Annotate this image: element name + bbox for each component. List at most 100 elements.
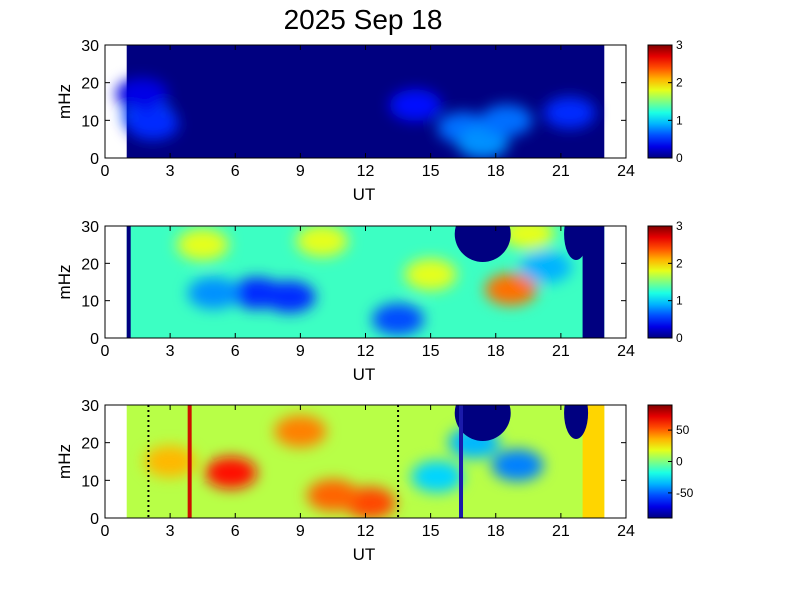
panel-3-xlabel: UT [353,545,376,564]
heatmap-feature-10 [519,251,572,284]
y-tick-label: 10 [81,294,99,311]
masked-region-notch [454,226,511,262]
colorbar-scale [647,44,673,159]
heatmap-feature-7 [491,449,544,482]
colorbar-tick-label: -50 [676,486,694,500]
colorbar-tick-label: 0 [676,331,683,345]
colorbar-tick-label: 1 [676,294,683,308]
heatmap-feature-2 [263,280,316,313]
x-tick-label: 3 [166,343,175,360]
heatmap-feature-2 [126,108,179,141]
heatmap-feature-1 [204,456,257,489]
y-tick-label: 30 [81,38,99,55]
panel-3-plot-area [105,405,626,518]
colorbar-tick-label: 3 [676,219,683,233]
masked-region-notch-2 [564,405,589,439]
x-tick-label: 21 [552,163,570,180]
heatmap-feature-3 [187,277,240,310]
x-tick-label: 6 [231,163,240,180]
masked-region-right [582,405,605,518]
x-tick-label: 12 [357,523,375,540]
heatmap-feature-8 [543,96,596,129]
colorbar-scale [647,225,673,339]
panel-1-xlabel: UT [353,185,376,204]
colorbar-tick-label: 2 [676,256,683,270]
heatmap-feature-9 [502,226,555,250]
heatmap-feature-3 [306,479,359,512]
x-tick-label: 15 [422,343,440,360]
x-tick-label: 6 [231,523,240,540]
masked-region-notch-2 [564,226,589,260]
chart-title: 2025 Sep 18 [284,4,443,35]
x-tick-label: 3 [166,523,175,540]
heatmap-feature-8 [484,273,537,306]
y-tick-label: 20 [81,436,99,453]
colorbar-tick-label: 3 [676,38,683,52]
heatmap-feature-4 [372,303,425,336]
heatmap-feature-5 [144,445,197,478]
panel-3: 0 3 6 9 12 15 18 21 24 0 10 20 30 mHz UT 50 0 -50 [55,398,694,564]
x-tick-label: 21 [552,343,570,360]
heatmap-feature-6 [296,226,349,257]
panel-2-axes: 0 3 6 9 12 15 18 21 24 0 10 20 30 [81,219,635,360]
x-tick-label: 21 [552,523,570,540]
heatmap-base [126,45,605,158]
panel-2-ylabel: mHz [55,265,74,300]
y-tick-label: 30 [81,398,99,415]
x-tick-label: 9 [296,523,305,540]
heatmap-feature-4 [274,415,327,448]
heatmap-feature-7 [480,104,533,137]
panel-2-xlabel: UT [353,365,376,384]
heatmap-feature-5 [176,228,229,261]
colorbar-tick-label: 1 [676,113,683,127]
x-tick-label: 24 [617,343,635,360]
colorbar-tick-label: 2 [676,76,683,90]
y-tick-label: 20 [81,76,99,93]
x-tick-label: 0 [101,523,110,540]
x-tick-label: 6 [231,343,240,360]
x-tick-label: 9 [296,343,305,360]
x-tick-label: 18 [487,343,505,360]
x-tick-label: 3 [166,163,175,180]
x-tick-label: 15 [422,163,440,180]
y-tick-label: 0 [90,511,99,528]
heatmap-feature-4 [389,89,442,122]
x-tick-label: 18 [487,523,505,540]
masked-region-left [126,226,131,338]
x-tick-label: 18 [487,163,505,180]
panel-3-ylabel: mHz [55,444,74,479]
heatmap-feature-6 [411,460,464,493]
panel-3-axes: 0 3 6 9 12 15 18 21 24 0 10 20 30 [81,398,635,540]
y-tick-label: 0 [90,331,99,348]
x-tick-label: 24 [617,163,635,180]
panel-1-colorbar: 0 1 2 3 [647,38,683,165]
y-tick-label: 30 [81,219,99,236]
colorbar-tick-label: 0 [676,151,683,165]
x-tick-label: 12 [357,343,375,360]
colorbar-tick-label: 0 [676,455,683,469]
colorbar-tick-label: 50 [676,423,690,437]
x-tick-label: 15 [422,523,440,540]
heatmap-feature-3 [115,77,168,110]
panel-1-ylabel: mHz [55,84,74,119]
masked-region-notch [454,405,511,441]
panel-1-plot-area [105,45,626,158]
x-tick-label: 24 [617,523,635,540]
panel-1-axes: 0 3 6 9 12 15 18 21 24 0 10 20 30 [81,38,635,180]
panel-2-colorbar: 0 1 2 3 [647,219,683,345]
x-tick-label: 9 [296,163,305,180]
x-tick-label: 12 [357,163,375,180]
x-tick-label: 0 [101,163,110,180]
heatmap-feature-7 [404,258,457,291]
y-tick-label: 10 [81,473,99,490]
x-tick-label: 0 [101,343,110,360]
y-tick-label: 10 [81,113,99,130]
y-tick-label: 0 [90,151,99,168]
panel-2-plot-area [105,226,626,338]
y-tick-label: 20 [81,256,99,273]
panel-3-colorbar: 50 0 -50 [647,404,694,519]
masked-region-right [582,226,605,338]
